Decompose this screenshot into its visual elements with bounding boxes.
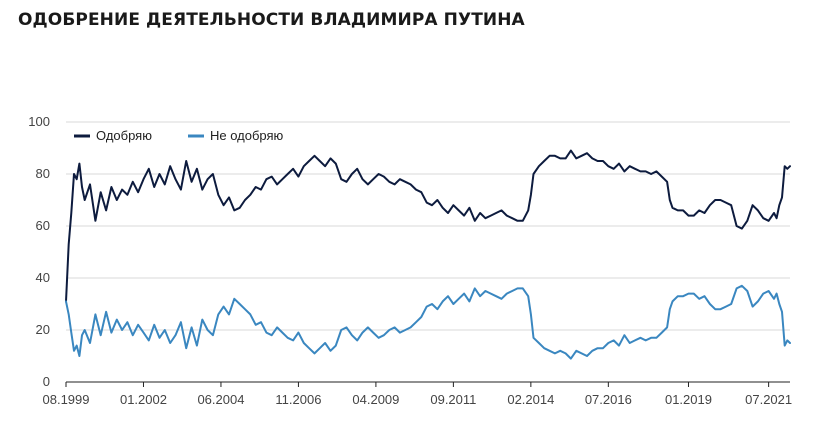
x-tick-label: 07.2016 (585, 392, 632, 407)
chart-title: ОДОБРЕНИЕ ДЕЯТЕЛЬНОСТИ ВЛАДИМИРА ПУТИНА (18, 10, 525, 30)
x-tick-label: 06.2004 (197, 392, 244, 407)
x-axis-ticks: 08.1999 01.2002 06.2004 11.2006 04.2009 09.20… (43, 382, 792, 407)
y-tick-label: 60 (36, 218, 50, 233)
y-tick-label: 80 (36, 166, 50, 181)
legend-label: Не одобряю (210, 128, 284, 143)
series-lines (65, 149, 791, 360)
x-tick-label: 09.2011 (430, 392, 476, 407)
x-tick-label: 08.1999 (43, 392, 90, 407)
x-tick-label: 04.2009 (352, 392, 399, 407)
y-tick-label: 20 (36, 322, 50, 337)
x-tick-label: 07.2021 (745, 392, 792, 407)
y-tick-label: 100 (28, 114, 50, 129)
x-tick-label: 02.2014 (507, 392, 554, 407)
x-tick-label: 01.2019 (665, 392, 712, 407)
grid-lines (66, 121, 790, 383)
legend-label: Одобряю (96, 128, 152, 143)
series-line-disapprove (65, 284, 791, 360)
y-tick-label: 40 (36, 270, 50, 285)
x-tick-label: 01.2002 (120, 392, 167, 407)
legend: Одобряю Не одобряю (74, 128, 284, 143)
y-axis-ticks: 0 20 40 60 80 100 (28, 114, 50, 389)
series-line-approve (65, 149, 791, 303)
y-tick-label: 0 (43, 374, 50, 389)
x-tick-label: 11.2006 (275, 392, 321, 407)
